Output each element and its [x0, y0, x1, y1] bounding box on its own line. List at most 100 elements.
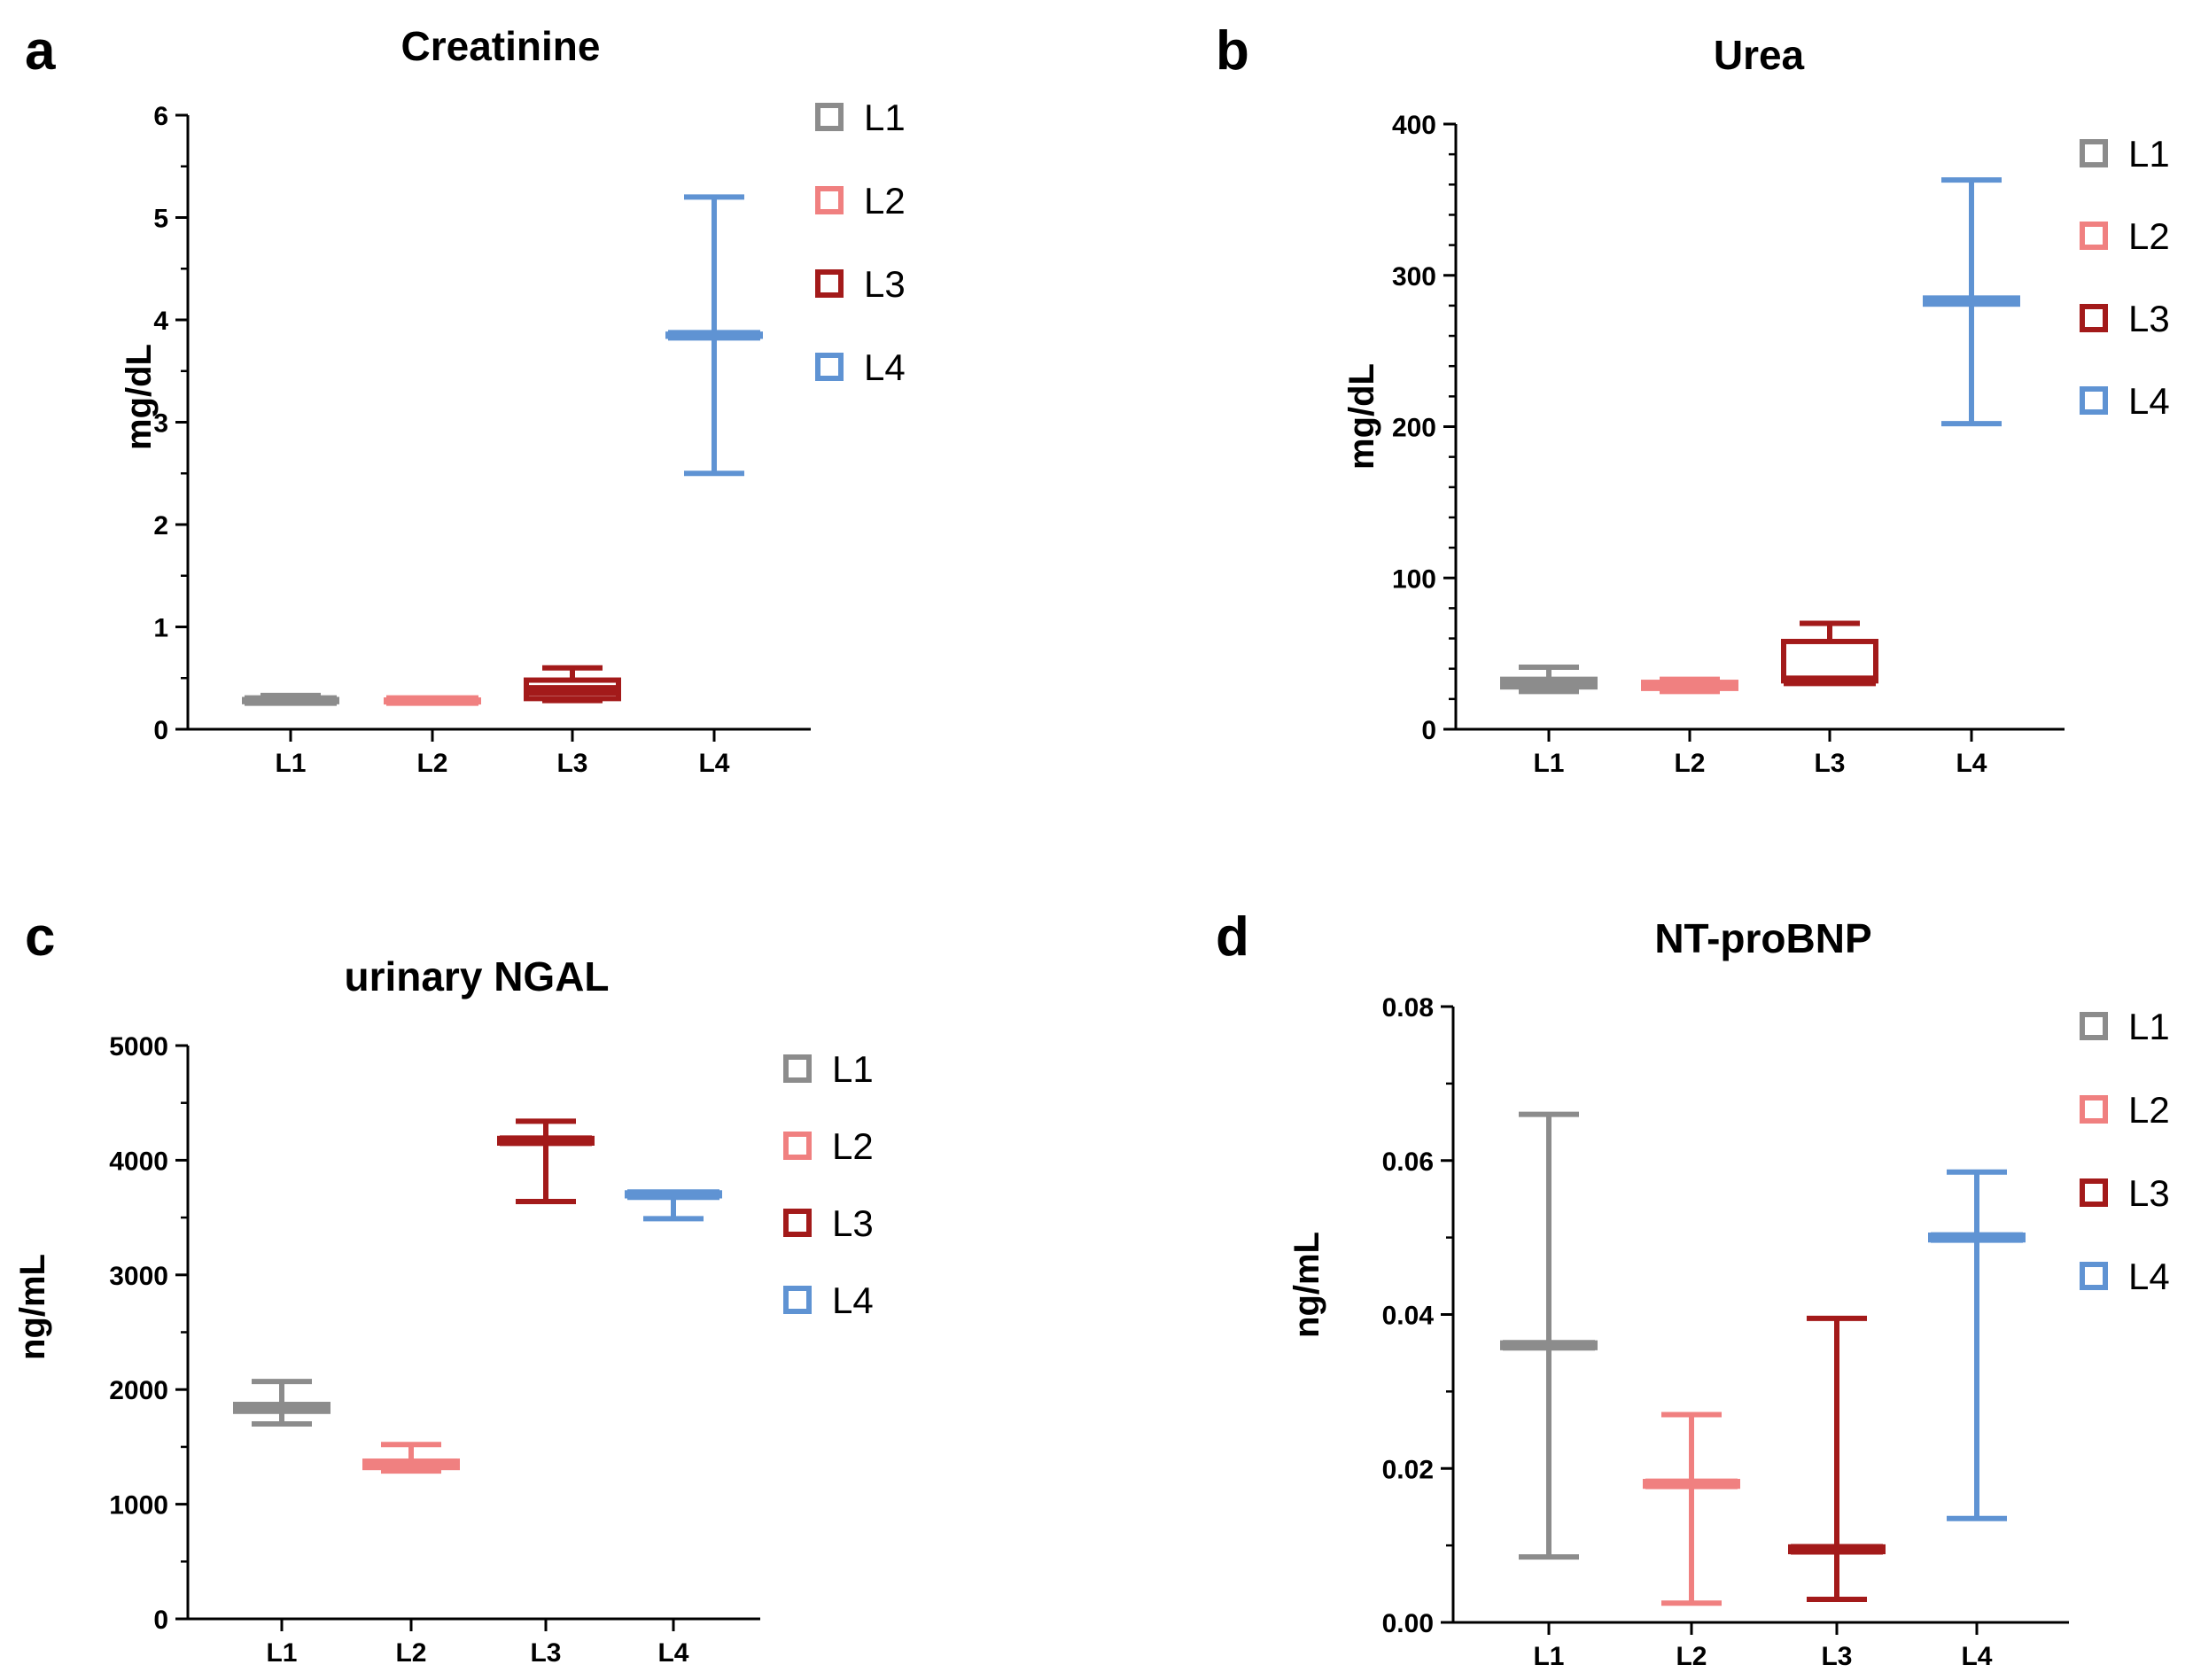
legend-swatch	[783, 1132, 812, 1160]
y-tick-label: 0.02	[1382, 1455, 1434, 1484]
box-l3	[1781, 620, 1878, 687]
box-l3	[497, 1118, 595, 1204]
y-axis-label: mg/dL	[1342, 363, 1381, 470]
y-tick-label: 2	[153, 511, 168, 541]
x-tick-label: L1	[1533, 749, 1564, 778]
box-plots	[1500, 1111, 2026, 1606]
legend-item-l4: L4	[2080, 380, 2170, 422]
legend-item-l2: L2	[783, 1125, 874, 1167]
box-plots	[233, 1118, 722, 1474]
legend-label: L3	[864, 263, 906, 305]
y-tick-label: 4000	[109, 1147, 168, 1176]
x-tick-label: L3	[1814, 749, 1845, 778]
legend-label: L4	[832, 1279, 874, 1321]
box-iqr	[1781, 638, 1878, 684]
box-plots	[1500, 177, 2020, 695]
legend-item-l3: L3	[2080, 298, 2170, 339]
box-l1	[1500, 664, 1598, 695]
legend-label: L2	[864, 180, 906, 222]
box-l2	[1643, 1412, 1740, 1606]
legend-label: L4	[2128, 1256, 2170, 1297]
box-l2	[362, 1442, 460, 1474]
y-tick-label: 0.04	[1382, 1302, 1435, 1331]
chart-title: Creatinine	[401, 23, 601, 69]
x-tick-label: L1	[1533, 1642, 1564, 1671]
x-tick-label: L4	[1956, 749, 1987, 778]
x-ticks: L1 L2 L3 L4	[1533, 1622, 1993, 1671]
panel-urinary-ngal: c urinary NGAL ng/mL 0 1000 2000 3000 4000 50…	[13, 906, 874, 1668]
y-tick-label: 3000	[109, 1262, 168, 1291]
chart-title: urinary NGAL	[344, 953, 609, 999]
panel-letter: b	[1216, 20, 1249, 82]
legend-swatch	[2080, 1178, 2108, 1207]
legend-swatch	[2080, 304, 2108, 332]
x-ticks: L1 L2 L3 L4	[1533, 729, 1987, 778]
legend: L1 L2 L3 L4	[2080, 133, 2170, 422]
legend-item-l1: L1	[2080, 133, 2170, 175]
x-tick-label: L1	[275, 749, 306, 778]
legend-label: L2	[832, 1125, 874, 1167]
y-tick-label: 200	[1392, 414, 1436, 443]
x-tick-label: L2	[1676, 1642, 1707, 1671]
legend-swatch	[2080, 139, 2108, 167]
box-l4	[665, 194, 763, 477]
legend-item-l4: L4	[815, 346, 906, 388]
legend-swatch	[783, 1286, 812, 1314]
y-tick-label: 1	[153, 614, 168, 643]
legend-swatch	[815, 103, 844, 131]
y-tick-label: 100	[1392, 564, 1436, 594]
x-tick-label: L2	[416, 749, 447, 778]
box-l4	[625, 1189, 722, 1222]
x-tick-label: L3	[556, 749, 587, 778]
box-l1	[242, 692, 339, 706]
legend: L1 L2 L3 L4	[2080, 1006, 2170, 1297]
y-axis-label: mg/dL	[120, 344, 159, 450]
y-tick-label: 1000	[109, 1491, 168, 1521]
legend-swatch	[783, 1209, 812, 1237]
x-tick-label: L3	[530, 1638, 561, 1668]
box-l2	[384, 695, 481, 706]
legend-item-l3: L3	[815, 263, 906, 305]
x-tick-label: L2	[1674, 749, 1705, 778]
legend-label: L3	[2128, 298, 2170, 339]
legend-label: L2	[2128, 1089, 2170, 1131]
x-ticks: L1 L2 L3 L4	[275, 729, 730, 778]
box-l4	[1923, 177, 2020, 427]
legend-item-l2: L2	[815, 180, 906, 222]
legend-item-l1: L1	[783, 1048, 874, 1090]
box-plots	[242, 194, 763, 706]
x-tick-label: L4	[698, 749, 729, 778]
legend: L1 L2 L3 L4	[783, 1048, 874, 1321]
y-tick-label: 2000	[109, 1376, 168, 1405]
x-tick-label: L4	[657, 1638, 688, 1668]
y-ticks: 0 100 200 300 400	[1392, 111, 1456, 745]
chart-title: Urea	[1714, 32, 1805, 78]
legend-swatch	[783, 1054, 812, 1083]
y-tick-label: 400	[1392, 111, 1436, 140]
panel-creatinine: a Creatinine mg/dL 0 1 2 3 4 5 6 L1 L2 L3 L4 L…	[25, 20, 906, 778]
y-ticks: 0 1000 2000 3000 4000 5000	[109, 1032, 188, 1635]
panel-urea: b Urea mg/dL 0 100 200 300 400 L1 L2 L3 L4 L…	[1216, 20, 2170, 778]
legend-label: L4	[864, 346, 906, 388]
box-l2	[1641, 676, 1738, 695]
y-tick-label: 0	[153, 1606, 168, 1635]
box-l3	[1788, 1315, 1886, 1602]
legend: L1 L2 L3 L4	[815, 97, 906, 388]
legend-swatch	[2080, 1012, 2108, 1040]
chart-title: NT-proBNP	[1654, 915, 1871, 961]
x-ticks: L1 L2 L3 L4	[266, 1619, 689, 1668]
box-l3	[524, 665, 621, 704]
legend-label: L1	[864, 97, 906, 138]
legend-label: L1	[2128, 133, 2170, 175]
x-tick-label: L4	[1961, 1642, 1992, 1671]
y-tick-label: 0.06	[1382, 1147, 1434, 1177]
y-tick-label: 6	[153, 102, 168, 131]
legend-item-l1: L1	[815, 97, 906, 138]
y-ticks: 0.00 0.02 0.04 0.06 0.08	[1382, 993, 1453, 1638]
panel-letter: d	[1216, 906, 1249, 968]
y-tick-label: 0.08	[1382, 993, 1434, 1023]
x-tick-label: L3	[1821, 1642, 1852, 1671]
legend-item-l4: L4	[783, 1279, 874, 1321]
legend-label: L3	[2128, 1172, 2170, 1214]
